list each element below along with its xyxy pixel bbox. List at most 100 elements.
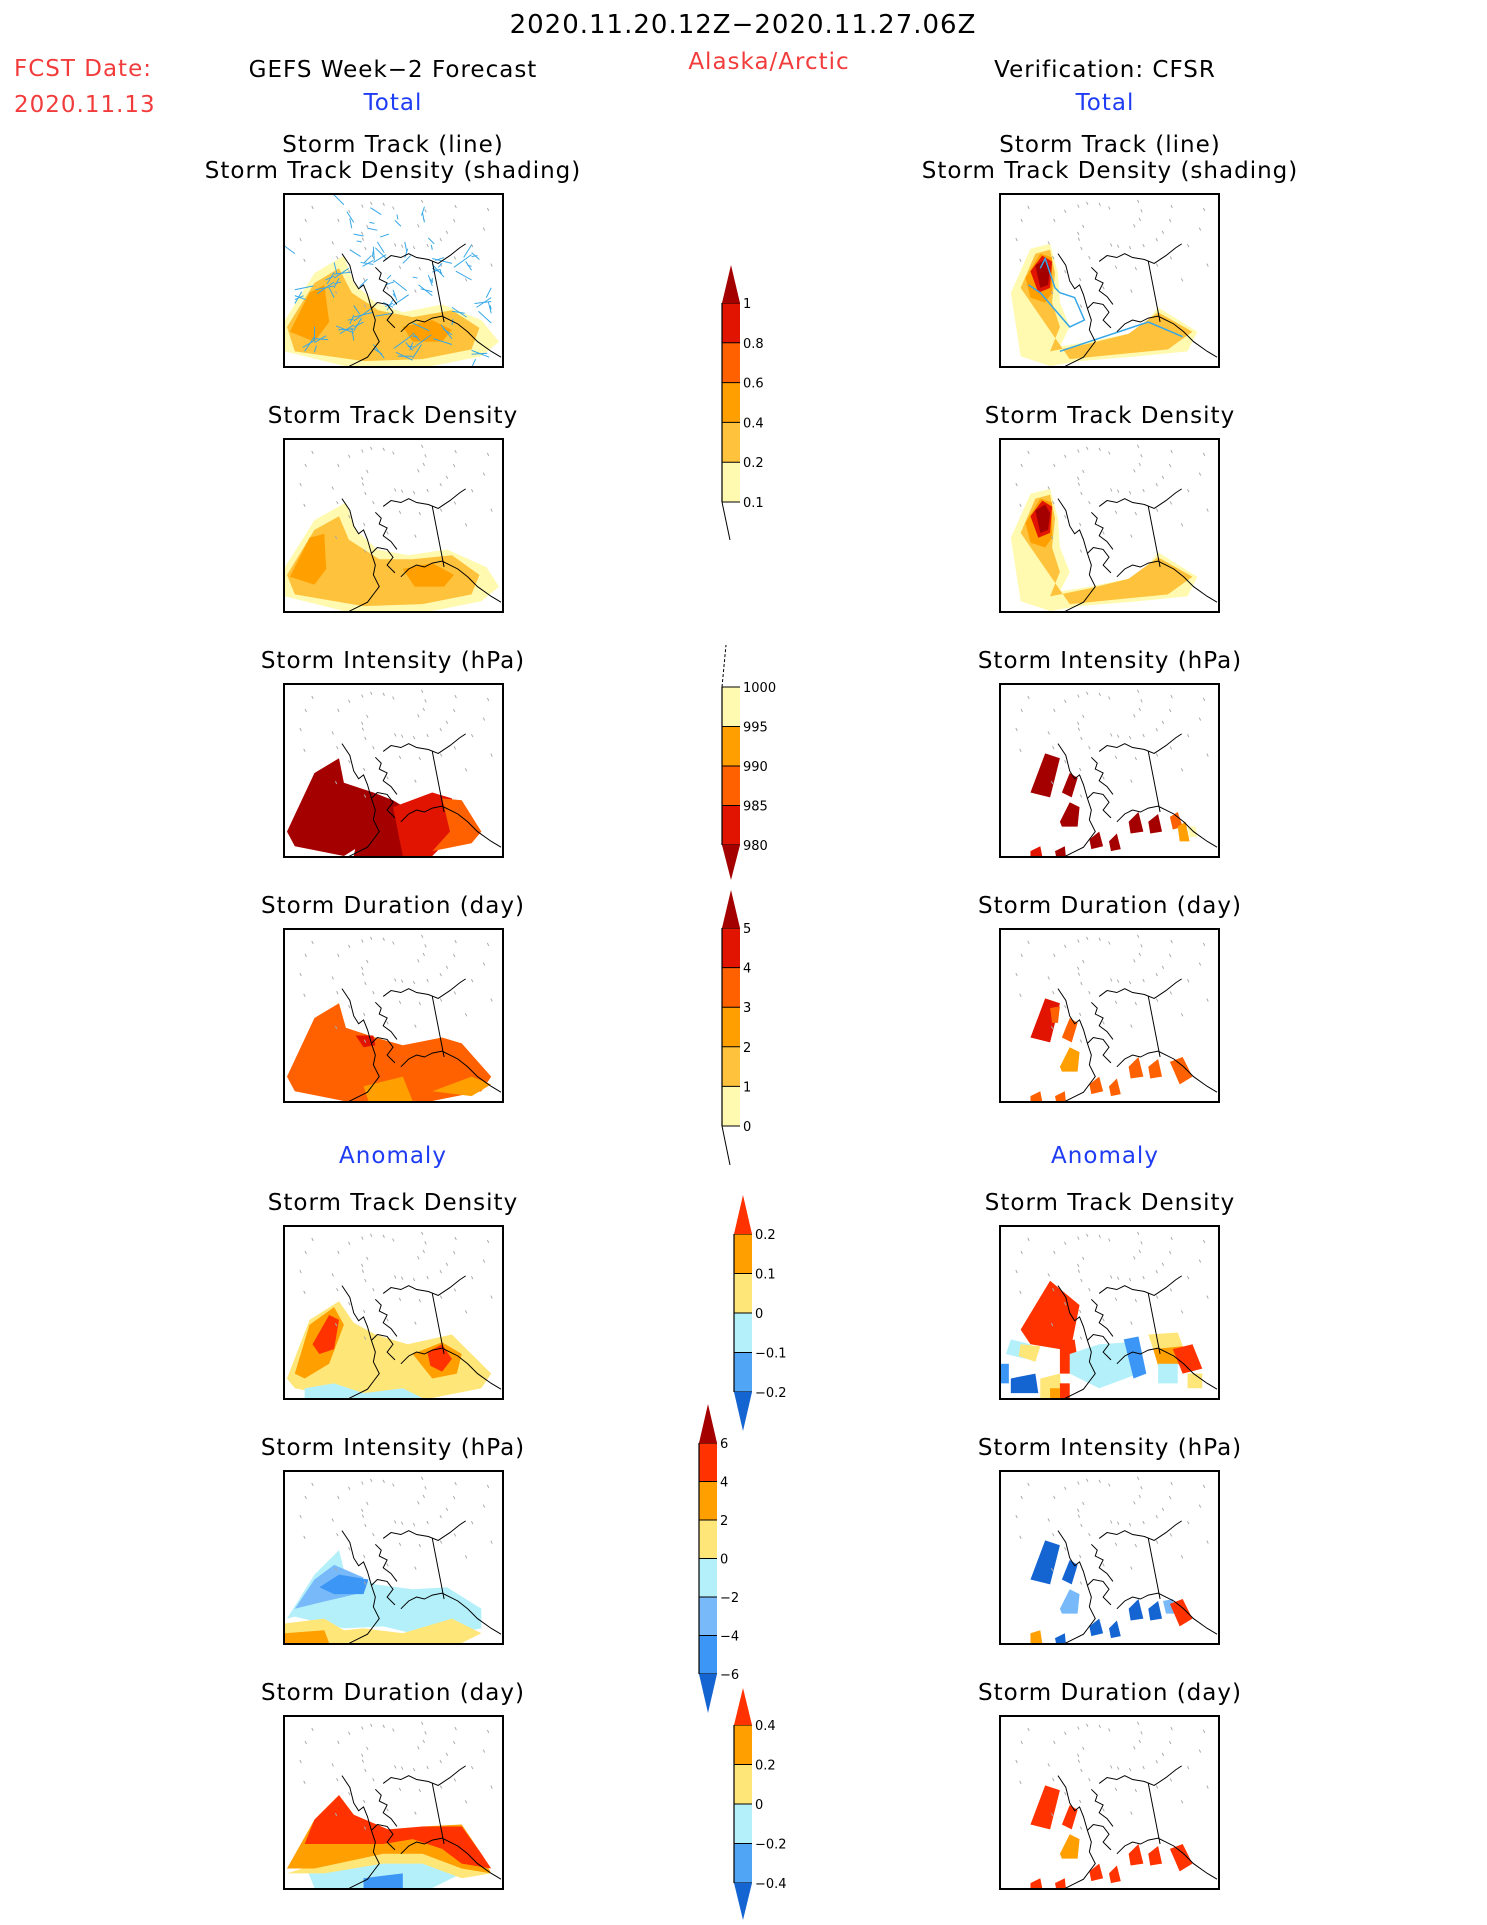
colorbar-tick-label: 985 bbox=[743, 800, 768, 815]
alaska-canada-border bbox=[1147, 506, 1161, 568]
shaded-region bbox=[1020, 249, 1193, 360]
colorbar-tick-label: 5 bbox=[743, 922, 751, 937]
panel-title: Storm Duration (day) bbox=[978, 893, 1242, 919]
colorbar-swatch bbox=[722, 805, 740, 845]
shaded-region bbox=[1177, 821, 1190, 842]
storm-track-line bbox=[430, 244, 433, 250]
shaded-region bbox=[1059, 802, 1080, 827]
latlon-grid-ticks bbox=[299, 689, 493, 798]
storm-track-line bbox=[412, 276, 418, 279]
panel-title: Storm Track (line) bbox=[999, 132, 1221, 158]
colorbar-swatch bbox=[699, 1635, 717, 1674]
storm-track-line bbox=[371, 250, 374, 257]
storm-track-line bbox=[440, 324, 453, 339]
shaded-region bbox=[1061, 1017, 1078, 1043]
colorbar-tick-label: 4 bbox=[743, 962, 751, 977]
colorbar-swatch bbox=[699, 1597, 717, 1636]
storm-track-line bbox=[353, 233, 364, 237]
shaded-region bbox=[1148, 1600, 1163, 1621]
shaded-region bbox=[1089, 831, 1104, 850]
colorbar-tick-label: 1 bbox=[743, 1080, 751, 1095]
colorbar-over-line bbox=[721, 644, 727, 688]
alaska-canada-border bbox=[1147, 751, 1161, 813]
coastline bbox=[1057, 733, 1218, 856]
colorbar-tick-label: −6 bbox=[720, 1668, 739, 1683]
colorbar-tick-label: 2 bbox=[720, 1514, 728, 1529]
storm-track-line bbox=[437, 263, 443, 268]
panel-title: Storm Duration (day) bbox=[261, 1680, 525, 1706]
storm-track-line bbox=[433, 338, 453, 345]
alaska-canada-border bbox=[1147, 1538, 1161, 1600]
map-panel-verif-total-duration bbox=[999, 928, 1220, 1103]
colorbar-tick-label: −2 bbox=[720, 1591, 739, 1606]
colorbar-tick-label: 0.2 bbox=[743, 456, 764, 471]
colorbar-swatch bbox=[722, 928, 740, 968]
colorbar-tick-label: 0.6 bbox=[743, 377, 764, 392]
shaded-region bbox=[1123, 1336, 1147, 1379]
shaded-region bbox=[363, 1076, 413, 1101]
colorbar-over-arrow bbox=[734, 1688, 752, 1725]
colorbar-swatch bbox=[722, 1007, 740, 1047]
colorbar-tick-label: −0.2 bbox=[755, 1838, 787, 1853]
colorbar-over-arrow bbox=[734, 1195, 752, 1234]
shaded-region bbox=[1109, 1865, 1121, 1884]
colorbar-over-arrow bbox=[699, 1404, 717, 1443]
storm-track-line bbox=[375, 312, 394, 317]
storm-track-line bbox=[412, 334, 432, 349]
storm-track-line bbox=[285, 245, 296, 255]
colorbar-under-arrow bbox=[722, 845, 740, 880]
shading-layer bbox=[286, 1795, 492, 1888]
map-panel-fcst-anom-duration bbox=[283, 1715, 504, 1890]
alaska-canada-border bbox=[431, 1293, 445, 1355]
coastline bbox=[1057, 1275, 1218, 1398]
shaded-region bbox=[304, 1795, 492, 1869]
shaded-region bbox=[1109, 1078, 1121, 1097]
storm-track-line bbox=[392, 289, 398, 301]
forecast-anomaly-label: Anomaly bbox=[339, 1143, 447, 1169]
storm-track-line bbox=[315, 285, 335, 291]
storm-track-line bbox=[373, 348, 383, 355]
shaded-region bbox=[1061, 1559, 1078, 1585]
shaded-region bbox=[1187, 826, 1198, 838]
verification-column-title: Verification: CFSR bbox=[994, 57, 1216, 83]
colorbar-swatch bbox=[734, 1843, 752, 1883]
shaded-region bbox=[432, 1076, 492, 1097]
panel-title: Storm Intensity (hPa) bbox=[260, 648, 526, 674]
storm-track-line bbox=[404, 248, 409, 258]
latlon-grid-ticks bbox=[299, 1721, 493, 1830]
storm-track-line bbox=[429, 278, 433, 283]
shaded-region bbox=[312, 1314, 340, 1355]
shaded-region bbox=[1059, 1589, 1080, 1614]
storm-track-line bbox=[471, 358, 476, 366]
colorbar-swatch bbox=[722, 967, 740, 1008]
colorbar-tick-label: 3 bbox=[743, 1001, 751, 1016]
storm-track-line bbox=[372, 246, 375, 261]
coastline bbox=[341, 733, 502, 856]
colorbar-over-arrow bbox=[722, 265, 740, 303]
storm-track-line bbox=[1028, 256, 1086, 328]
colorbar-tick-label: 1 bbox=[743, 297, 751, 312]
shaded-region bbox=[289, 284, 330, 342]
storm-tracks bbox=[1028, 256, 1183, 353]
map-panel-fcst-total-density bbox=[283, 438, 504, 613]
colorbar-swatch bbox=[722, 766, 740, 806]
colorbar-tick-label: 0 bbox=[755, 1798, 763, 1813]
colorbar-tick-label: 6 bbox=[720, 1437, 728, 1452]
alaska-canada-border bbox=[431, 261, 445, 323]
colorbar-under-line bbox=[721, 501, 731, 541]
alaska-canada-border bbox=[431, 1538, 445, 1600]
latlon-grid-ticks bbox=[1015, 689, 1209, 798]
shaded-region bbox=[1169, 812, 1183, 830]
storm-track-line bbox=[353, 321, 364, 328]
storm-track-line bbox=[363, 255, 372, 264]
shaded-region bbox=[1128, 1057, 1144, 1079]
latlon-grid-ticks bbox=[1015, 934, 1209, 1043]
storm-track-line bbox=[313, 345, 317, 353]
colorbar-under-arrow bbox=[734, 1392, 752, 1431]
storm-track-line bbox=[394, 220, 402, 227]
shaded-region bbox=[1061, 772, 1078, 798]
storm-track-line bbox=[404, 241, 408, 252]
colorbar-tick-label: 1000 bbox=[743, 681, 776, 696]
shaded-region bbox=[1030, 1540, 1060, 1585]
map-panel-fcst-anom-density bbox=[283, 1225, 504, 1400]
